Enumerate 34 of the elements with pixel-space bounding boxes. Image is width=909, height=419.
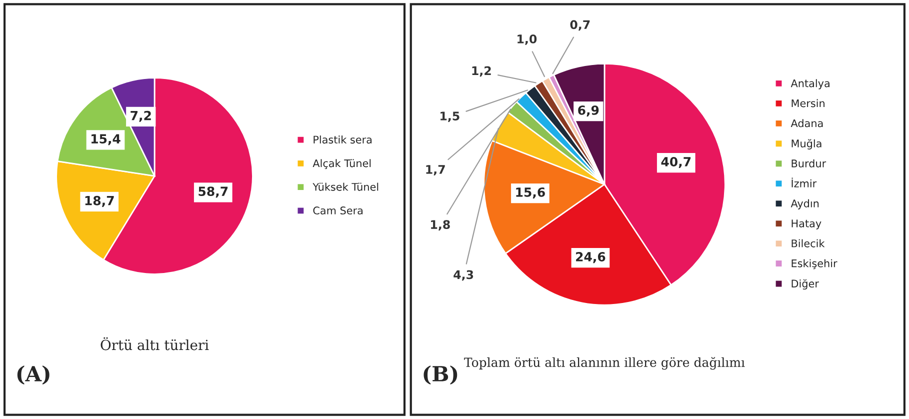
text: Toplam örtü altı alanının illere göre dağılımı	[464, 357, 745, 370]
legend-label: Diğer	[792, 279, 819, 290]
legend-label: Plastik sera	[314, 136, 372, 144]
legend-label: Alçak Tünel	[312, 159, 371, 170]
text: Örtü altı türleri	[100, 337, 209, 350]
data-label: 24,6	[576, 252, 606, 264]
legend-label: İzmir	[792, 178, 817, 188]
data-label: 0,7	[570, 20, 590, 31]
legend-label: Burdur	[792, 159, 826, 168]
text: (B)	[424, 365, 458, 385]
data-label: 15,4	[92, 134, 120, 146]
data-label: 6,9	[578, 105, 599, 117]
legend-label: Eskişehir	[792, 259, 838, 270]
data-label: 15,6	[516, 187, 545, 198]
legend-label: Hatay	[792, 220, 822, 230]
text: (A)	[17, 365, 50, 385]
data-label: 1,2	[472, 66, 491, 77]
legend-label: Cam Sera	[313, 206, 363, 214]
data-label: 4,3	[454, 270, 474, 281]
legend-label: Bilecik	[792, 239, 825, 248]
data-label: 1,5	[440, 112, 460, 122]
data-label: 1,7	[426, 165, 445, 176]
legend-label: Yüksek Tünel	[312, 182, 378, 191]
data-label: 58,7	[198, 186, 228, 198]
legend-label: Mersin	[792, 99, 824, 108]
data-label: 7,2	[130, 110, 151, 122]
legend-label: Antalya	[790, 79, 830, 90]
legend-label: Aydın	[790, 199, 819, 210]
legend-label: Muğla	[792, 139, 822, 150]
data-label: 1,0	[518, 34, 537, 45]
data-label: 1,8	[431, 220, 450, 231]
legend-label: Adana	[790, 119, 823, 128]
data-label: 40,7	[661, 156, 691, 168]
data-label: 18,7	[85, 196, 114, 207]
